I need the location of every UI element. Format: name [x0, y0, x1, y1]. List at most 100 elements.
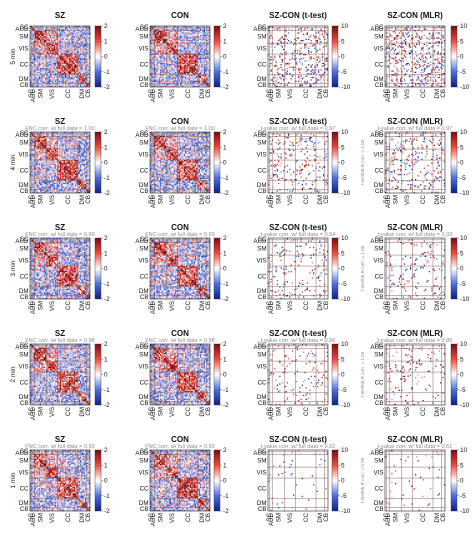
- y-tick-label: VIS: [374, 258, 384, 265]
- x-tick-label: SM: [393, 89, 400, 98]
- colorbar: [94, 131, 102, 194]
- x-tick-label: DM: [199, 195, 206, 205]
- x-tick-label: CC: [185, 406, 192, 415]
- colorbar-tick-label: -1: [223, 387, 229, 394]
- side-label: t-test/MLR corr. = 1.00: [360, 139, 365, 185]
- row-label: 5 min: [10, 48, 17, 64]
- y-tick-label: SC: [375, 448, 384, 455]
- x-tick-label: CB: [205, 407, 212, 416]
- x-tick-label: SM: [276, 195, 283, 204]
- x-tick-label: VIS: [287, 301, 294, 311]
- heatmap-panel: SZ-CON (t-test)t-value corr. w/ full dat…: [253, 117, 350, 208]
- x-tick-label: SC: [28, 406, 35, 415]
- x-tick-label: CC: [303, 88, 310, 97]
- colorbar-tick-label: 2: [223, 341, 227, 348]
- x-tick-label: SM: [276, 301, 283, 310]
- colorbar-tick-label: 2: [223, 235, 227, 242]
- x-tick-label: VIS: [49, 89, 56, 99]
- x-tick-label: VIS: [404, 301, 411, 311]
- matrix-frame: [267, 237, 329, 300]
- x-tick-label: AUD: [268, 300, 275, 314]
- y-tick-label: SM: [19, 458, 28, 465]
- x-tick-label: SC: [383, 88, 390, 97]
- panel-title: SZ-CON (t-test): [269, 11, 327, 20]
- y-tick-label: DM: [19, 394, 29, 401]
- colorbar-tick-label: -10: [341, 84, 351, 91]
- x-tick-label: CC: [185, 300, 192, 309]
- y-tick-label: CB: [258, 294, 267, 301]
- y-tick-label: AUD: [135, 238, 149, 245]
- panel-title: SZ-CON (t-test): [269, 435, 327, 444]
- row-label: 1 min: [10, 472, 17, 488]
- y-tick-label: CC: [375, 273, 384, 280]
- colorbar-tick-label: 5: [341, 356, 345, 363]
- y-tick-label: CB: [20, 188, 29, 195]
- x-tick-label: VIS: [404, 407, 411, 417]
- y-tick-label: CB: [258, 188, 267, 195]
- colorbar-tick-label: 1: [223, 38, 227, 45]
- x-tick-label: DM: [434, 89, 441, 99]
- matrix-frame: [267, 449, 329, 512]
- y-tick-label: SC: [258, 448, 267, 455]
- panel-subtitle: t-value corr. w/ full data = 0.86: [261, 338, 336, 344]
- y-tick-label: CB: [20, 294, 29, 301]
- x-tick-label: SC: [383, 300, 390, 309]
- y-tick-label: AUD: [15, 450, 29, 457]
- colorbar-tick-label: 0: [104, 54, 108, 61]
- y-tick-label: AUD: [15, 132, 29, 139]
- panel-subtitle: t-value corr. w/ full data = 0.94: [261, 232, 336, 238]
- y-tick-label: SM: [19, 246, 28, 253]
- x-tick-label: CB: [205, 89, 212, 98]
- x-tick-label: DM: [317, 89, 324, 99]
- colorbar-tick-label: 10: [460, 23, 468, 30]
- colorbar-tick-label: 0: [104, 372, 108, 379]
- x-tick-label: CB: [323, 407, 330, 416]
- y-tick-label: CB: [375, 506, 384, 513]
- x-tick-label: AUD: [30, 512, 37, 526]
- x-tick-label: AUD: [385, 512, 392, 526]
- x-tick-label: SM: [158, 195, 165, 204]
- x-tick-label: SC: [383, 406, 390, 415]
- colorbar-tick-label: -5: [341, 281, 347, 288]
- colorbar-tick-label: -2: [104, 84, 110, 91]
- x-tick-label: SC: [148, 406, 155, 415]
- colorbar-tick-label: 0: [460, 478, 464, 485]
- colorbar-tick-label: -10: [341, 508, 351, 515]
- y-tick-label: AUD: [253, 238, 267, 245]
- colorbar-tick-label: 1: [104, 144, 108, 151]
- y-tick-label: VIS: [139, 470, 149, 477]
- y-tick-label: VIS: [19, 46, 29, 53]
- x-tick-label: DM: [79, 407, 86, 417]
- panel-subtitle: FNC corr. w/ full data = 1.00: [25, 126, 95, 132]
- y-tick-label: SM: [139, 458, 148, 465]
- y-tick-label: AUD: [135, 132, 149, 139]
- colorbar-tick-label: 5: [341, 144, 345, 151]
- colorbar: [450, 237, 458, 300]
- x-tick-label: CB: [85, 301, 92, 310]
- colorbar-tick-label: 1: [223, 356, 227, 363]
- colorbar-tick-label: -5: [460, 69, 466, 76]
- matrix-frame: [384, 237, 446, 300]
- x-tick-label: AUD: [385, 406, 392, 420]
- y-tick-label: CB: [375, 188, 384, 195]
- x-tick-label: VIS: [49, 407, 56, 417]
- x-tick-label: SM: [393, 407, 400, 416]
- y-tick-label: VIS: [374, 364, 384, 371]
- colorbar-tick-label: 10: [460, 341, 468, 348]
- x-tick-label: DM: [434, 513, 441, 523]
- x-tick-label: VIS: [49, 301, 56, 311]
- x-tick-label: CB: [440, 513, 447, 522]
- colorbar-tick-label: 0: [460, 160, 464, 167]
- y-tick-label: SM: [257, 140, 266, 147]
- x-tick-label: VIS: [287, 195, 294, 205]
- matrix-frame: [384, 25, 446, 88]
- x-tick-label: CB: [323, 513, 330, 522]
- y-tick-label: CB: [375, 294, 384, 301]
- x-tick-label: DM: [199, 89, 206, 99]
- y-tick-label: CC: [20, 61, 29, 68]
- panel-subtitle: t-value corr. w/ full data = 0.97: [261, 126, 336, 132]
- x-tick-label: SC: [148, 300, 155, 309]
